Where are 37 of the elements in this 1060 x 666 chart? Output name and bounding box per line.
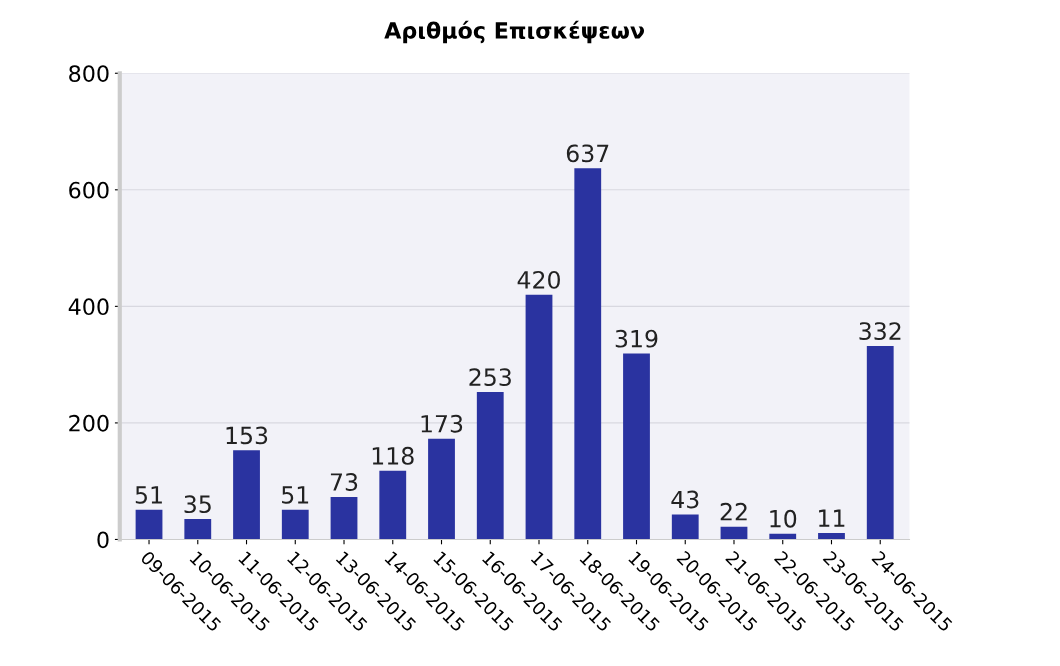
bar (379, 470, 407, 540)
data-label: 253 (469, 368, 511, 387)
y-tick-label: 600 (69, 181, 109, 199)
bar (281, 509, 309, 540)
bar (476, 392, 504, 540)
data-label: 173 (421, 414, 463, 433)
y-tick-label: 400 (68, 298, 109, 316)
bar (866, 345, 894, 540)
data-label: 51 (282, 486, 309, 504)
data-label: 153 (226, 426, 268, 445)
data-label: 10 (770, 509, 797, 528)
data-label: 51 (135, 486, 162, 504)
bar (135, 509, 163, 540)
bar (233, 450, 260, 540)
bar (330, 496, 358, 540)
data-label: 118 (372, 446, 414, 465)
y-tick-label: 200 (69, 414, 109, 432)
data-label: 22 (720, 502, 747, 521)
bar (623, 353, 650, 540)
y-tick-label: 800 (69, 65, 109, 83)
bar (428, 438, 455, 540)
data-label: 35 (184, 495, 211, 514)
data-label: 319 (615, 329, 658, 348)
bar (574, 168, 602, 540)
chart-title: Αριθμός Επισκέψεων (384, 20, 645, 44)
y-tick-label: 0 (97, 531, 109, 549)
bar (671, 514, 699, 540)
bar (818, 533, 845, 540)
data-label: 43 (671, 490, 699, 509)
data-label: 420 (517, 270, 560, 289)
bar (184, 519, 212, 540)
data-label: 73 (330, 473, 358, 491)
bar (720, 526, 748, 540)
data-label: 332 (859, 322, 901, 341)
data-label: 637 (566, 144, 609, 163)
data-label: 11 (819, 509, 845, 527)
bar (525, 294, 553, 540)
